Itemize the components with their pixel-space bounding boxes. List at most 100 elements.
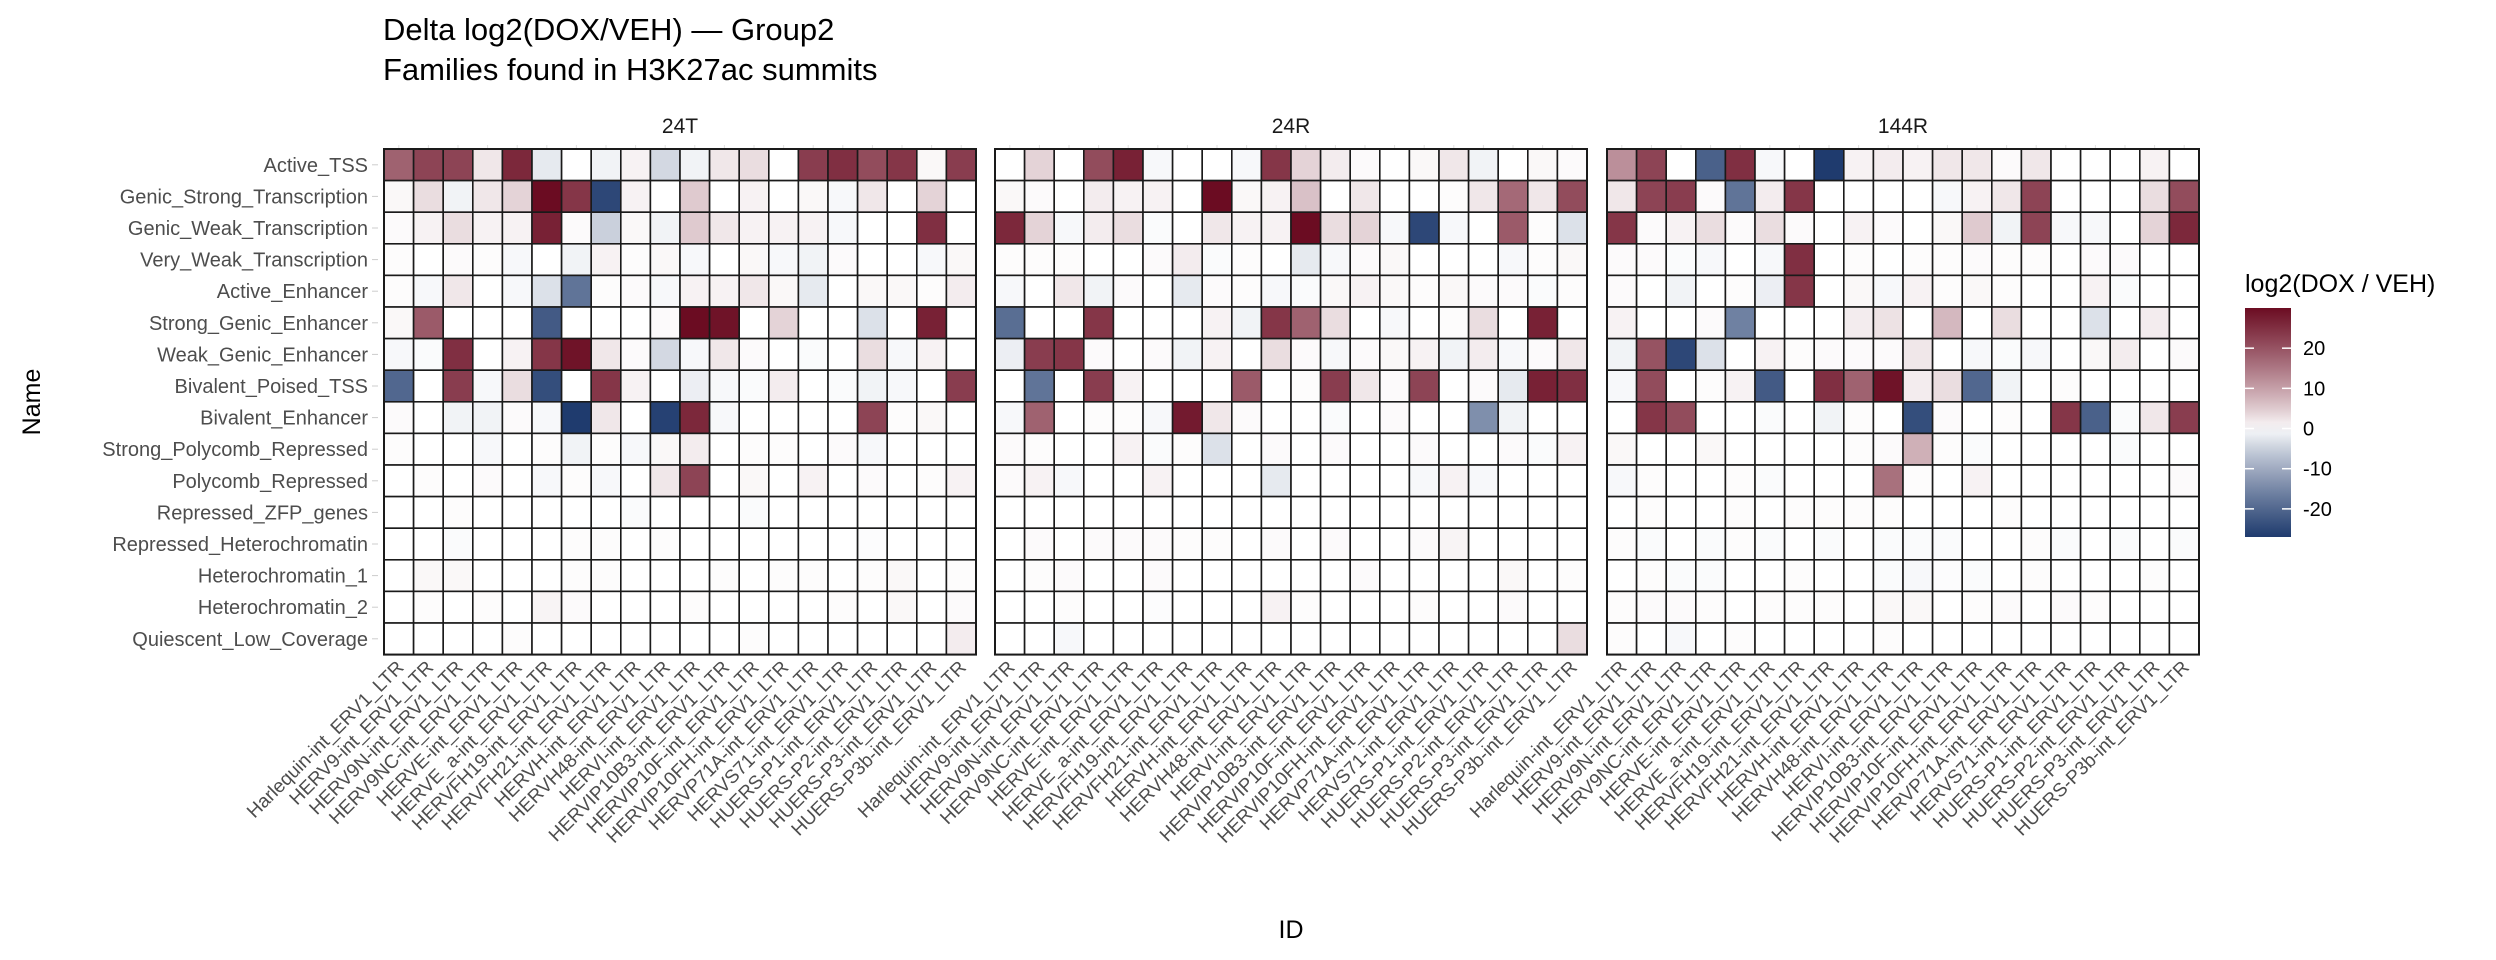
heatmap-cell	[2079, 590, 2112, 624]
heatmap-cell	[1813, 495, 1845, 530]
heatmap-cell	[2139, 432, 2171, 466]
heatmap-cell	[708, 400, 740, 435]
heatmap-cell	[856, 527, 888, 561]
heatmap-cell	[2079, 464, 2112, 498]
heatmap-cell	[383, 306, 415, 340]
heatmap-cell	[1231, 590, 1263, 624]
heatmap-cell	[2020, 148, 2052, 182]
heatmap-cell	[1813, 432, 1845, 466]
heatmap-cell	[560, 337, 592, 372]
heatmap-cell	[945, 464, 977, 498]
heatmap-cell	[1171, 274, 1203, 308]
heatmap-cell	[1290, 306, 1322, 340]
heatmap-cell	[1379, 306, 1411, 340]
heatmap-cell	[1467, 179, 1499, 214]
heatmap-cell	[1527, 306, 1559, 340]
heatmap-cell	[2139, 590, 2171, 624]
heatmap-cell	[590, 274, 622, 308]
heatmap-cell	[1171, 337, 1203, 372]
heatmap-cell	[590, 400, 622, 435]
heatmap-cell	[1665, 464, 1697, 498]
heatmap-cell	[1408, 464, 1440, 498]
heatmap-cell	[2139, 306, 2171, 340]
y-tick-label: Strong_Genic_Enhancer	[149, 313, 368, 335]
heatmap-cell	[1408, 211, 1440, 245]
heatmap-cell	[1527, 179, 1559, 214]
heatmap-cell	[1695, 274, 1727, 308]
heatmap-cell	[1527, 464, 1559, 498]
heatmap-cell	[412, 432, 445, 466]
heatmap-cell	[1902, 274, 1934, 308]
heatmap-cell	[560, 274, 592, 308]
heatmap-cell	[1053, 211, 1085, 245]
heatmap-cell	[738, 243, 770, 277]
heatmap-cell	[1290, 590, 1322, 624]
legend-ticks: 20 10 0 -10 -20	[2245, 338, 2332, 521]
heatmap-cell	[767, 148, 800, 182]
heatmap-cell	[1961, 527, 1993, 561]
heatmap-cell	[1991, 243, 2023, 277]
heatmap-cell	[1438, 464, 1470, 498]
heatmap-cell	[2139, 622, 2171, 656]
heatmap-cell	[1379, 274, 1411, 308]
heatmap-cell	[531, 211, 563, 245]
heatmap-cell	[1961, 337, 1993, 372]
heatmap-cell	[994, 558, 1026, 593]
heatmap-cell	[886, 369, 918, 403]
heatmap-cell	[1961, 179, 1993, 214]
heatmap-cell	[1231, 622, 1263, 656]
heatmap-cell	[2050, 274, 2082, 308]
heatmap-cell	[1695, 337, 1727, 372]
heatmap-cell	[1931, 558, 1963, 593]
heatmap-cell	[1231, 274, 1263, 308]
heatmap-cell	[2168, 400, 2200, 435]
heatmap-cell	[383, 337, 415, 372]
heatmap-cell	[531, 495, 563, 530]
heatmap-cell	[708, 179, 740, 214]
heatmap-cell	[1023, 179, 1055, 214]
heatmap-cell	[915, 337, 948, 372]
heatmap-cell	[2079, 179, 2112, 214]
heatmap-cell	[1083, 400, 1115, 435]
heatmap-cell	[1319, 211, 1351, 245]
heatmap-cell	[1231, 495, 1263, 530]
heatmap-cell	[827, 369, 859, 403]
heatmap-cell	[915, 179, 948, 214]
heatmap-cell	[679, 622, 711, 656]
heatmap-cell	[1991, 369, 2023, 403]
heatmap-cell	[1991, 179, 2023, 214]
heatmap-cell	[1053, 369, 1085, 403]
heatmap-cell	[2109, 179, 2141, 214]
heatmap-cell	[1053, 400, 1085, 435]
heatmap-cell	[590, 306, 622, 340]
heatmap-cell	[679, 274, 711, 308]
heatmap-cell	[649, 622, 681, 656]
heatmap-cell	[1902, 148, 1934, 182]
heatmap-cell	[590, 179, 622, 214]
heatmap-cell	[915, 432, 948, 466]
heatmap-cell	[1083, 464, 1115, 498]
heatmap-cell	[1872, 306, 1904, 340]
heatmap-cell	[1438, 590, 1470, 624]
heatmap-cell	[1991, 432, 2023, 466]
heatmap-cell	[2109, 243, 2141, 277]
heatmap-cell	[1290, 179, 1322, 214]
heatmap-cell	[856, 306, 888, 340]
heatmap-cell	[708, 369, 740, 403]
heatmap-cell	[442, 590, 474, 624]
heatmap-cell	[1290, 243, 1322, 277]
heatmap-cell	[1606, 306, 1638, 340]
heatmap-cell	[2139, 148, 2171, 182]
heatmap-cell	[856, 369, 888, 403]
heatmap-cell	[1408, 337, 1440, 372]
heatmap-cell	[2109, 622, 2141, 656]
heatmap-cell	[708, 243, 740, 277]
heatmap-cell	[856, 622, 888, 656]
heatmap-cell	[1813, 464, 1845, 498]
heatmap-cell	[994, 622, 1026, 656]
heatmap-cell	[531, 337, 563, 372]
heatmap-cell	[1053, 558, 1085, 593]
heatmap-cell	[471, 495, 504, 530]
heatmap-cell	[738, 558, 770, 593]
heatmap-cell	[560, 369, 592, 403]
